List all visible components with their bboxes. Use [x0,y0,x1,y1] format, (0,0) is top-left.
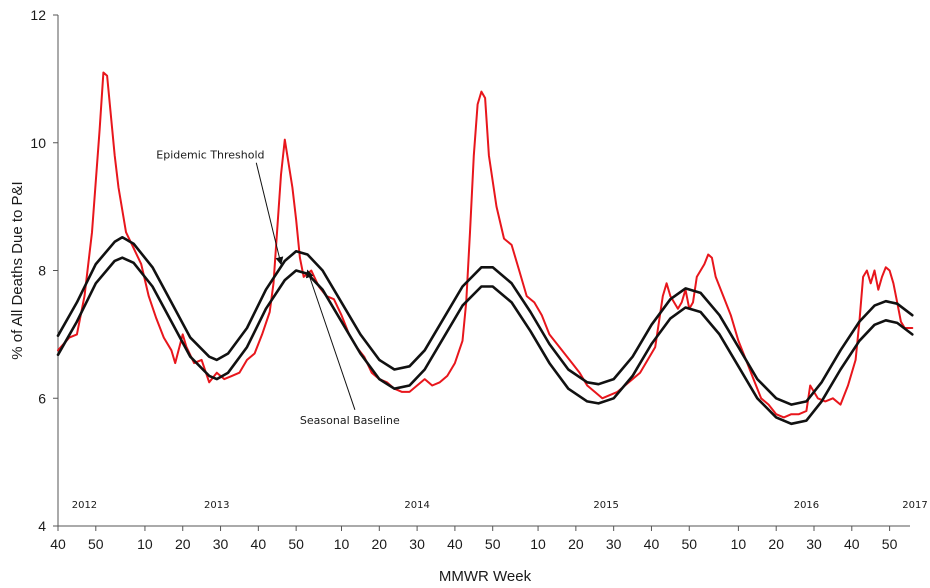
seasonal-baseline-label: Seasonal Baseline [300,414,400,427]
x-tick-label: 20 [568,536,584,552]
epidemic-threshold-line [56,236,914,406]
x-tick-label: 20 [768,536,784,552]
x-tick-label: 10 [530,536,546,552]
year-label: 2015 [593,500,618,511]
x-tick-label: 30 [606,536,622,552]
epidemic-threshold-arrow [255,162,284,266]
year-label: 2017 [902,500,927,511]
year-label: 2012 [72,500,97,511]
x-tick-label: 40 [447,536,463,552]
x-tick-label: 50 [485,536,501,552]
epidemic-threshold-label: Epidemic Threshold [156,149,264,162]
year-label: 2014 [404,500,429,511]
x-tick-label: 40 [251,536,267,552]
y-tick-label: 4 [38,518,46,534]
x-axis-title: MMWR Week [439,568,532,585]
y-tick-label: 6 [38,390,46,406]
x-tick-label: 10 [334,536,350,552]
year-label: 2016 [794,500,819,511]
axes: 4 6 8 10 12 40 50 10 20 30 40 50 10 20 30 40 50 10 20 30 40 5… [30,7,927,552]
annotation-layer: Epidemic Threshold Seasonal Baseline [156,149,400,427]
x-tick-label: 40 [844,536,860,552]
y-tick-label: 10 [30,135,46,151]
x-tick-label: 50 [882,536,898,552]
x-tick-label: 50 [88,536,104,552]
x-tick-label: 20 [175,536,191,552]
year-label: 2013 [204,500,229,511]
x-tick-label: 40 [644,536,660,552]
seasonal-baseline-arrow [305,269,356,410]
series-layer [56,71,914,426]
x-tick-label: 10 [731,536,747,552]
x-tick-label: 20 [372,536,388,552]
x-tick-label: 30 [409,536,425,552]
y-axis-title: % of All Deaths Due to P&I [9,181,26,359]
x-tick-label: 50 [288,536,304,552]
x-tick-label: 10 [137,536,153,552]
x-tick-label: 30 [213,536,229,552]
y-tick-label: 12 [30,7,46,23]
y-tick-label: 8 [38,263,46,279]
pi-mortality-line [57,71,914,419]
x-tick-label: 40 [50,536,66,552]
x-tick-label: 30 [806,536,822,552]
seasonal-baseline-line [56,256,914,426]
x-tick-label: 50 [681,536,697,552]
